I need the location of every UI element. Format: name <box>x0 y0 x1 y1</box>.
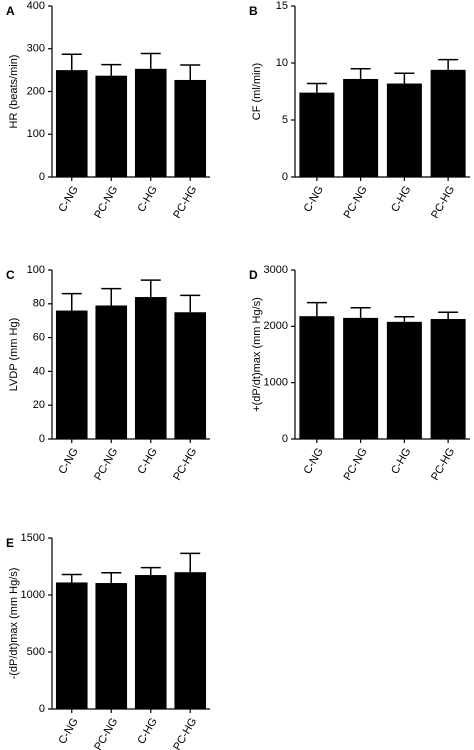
y-tick-label: 1500 <box>21 532 45 544</box>
panel-label: B <box>249 4 258 18</box>
bar <box>343 78 379 177</box>
y-axis-label: LVDP (mm Hg) <box>8 318 20 392</box>
x-tick-label: C-NG <box>56 716 80 746</box>
x-tick-label: PC-HG <box>429 446 457 483</box>
y-tick-label: 20 <box>33 399 45 411</box>
y-axis-label: -(dP/dt)max (mm Hg/s) <box>8 568 20 680</box>
x-tick-label: C-HG <box>389 184 413 214</box>
x-tick-label: C-NG <box>56 446 80 476</box>
bar <box>134 68 167 177</box>
panel-label: A <box>6 4 15 18</box>
panel-label: D <box>249 268 258 282</box>
bar <box>386 83 422 177</box>
bar <box>55 582 88 709</box>
y-tick-label: 2000 <box>264 320 288 332</box>
y-tick-label: 15 <box>276 0 288 12</box>
y-tick-label: 40 <box>33 365 45 377</box>
x-tick-label: PC-NG <box>342 184 370 221</box>
y-tick-label: 0 <box>282 171 288 183</box>
x-tick-label: C-NG <box>302 184 326 214</box>
y-tick-label: 80 <box>33 298 45 310</box>
bar <box>55 310 88 439</box>
x-tick-label: PC-HG <box>171 446 199 483</box>
x-tick-label: C-HG <box>135 716 159 746</box>
bar <box>174 79 207 177</box>
x-tick-label: PC-NG <box>92 184 120 221</box>
y-tick-label: 5 <box>282 114 288 126</box>
bar <box>134 297 167 439</box>
y-tick-label: 1000 <box>21 589 45 601</box>
y-tick-label: 0 <box>282 433 288 445</box>
bar <box>386 321 422 439</box>
y-tick-label: 200 <box>27 85 45 97</box>
x-tick-label: C-HG <box>135 184 159 214</box>
y-axis-label: HR (beats/min) <box>8 55 20 129</box>
x-tick-label: PC-HG <box>171 716 199 750</box>
y-tick-label: 500 <box>27 646 45 658</box>
x-tick-label: PC-NG <box>92 716 120 750</box>
x-tick-label: C-HG <box>389 446 413 476</box>
y-tick-label: 60 <box>33 332 45 344</box>
bar <box>174 572 207 709</box>
x-tick-label: C-NG <box>56 184 80 214</box>
x-tick-label: PC-NG <box>342 446 370 483</box>
y-axis-label: CF (ml/min) <box>251 63 263 120</box>
y-tick-label: 10 <box>276 57 288 69</box>
bar <box>430 319 466 439</box>
panel-label: E <box>6 536 14 550</box>
panel-label: C <box>6 268 15 282</box>
y-tick-label: 100 <box>27 128 45 140</box>
x-tick-label: C-HG <box>135 446 159 476</box>
y-tick-label: 0 <box>39 171 45 183</box>
bar <box>299 316 335 439</box>
bar <box>299 92 335 177</box>
y-tick-label: 300 <box>27 43 45 55</box>
y-tick-label: 3000 <box>264 264 288 276</box>
bar <box>343 317 379 439</box>
x-tick-label: PC-NG <box>92 446 120 483</box>
x-tick-label: PC-HG <box>429 184 457 221</box>
bar <box>95 583 128 709</box>
x-tick-label: PC-HG <box>171 184 199 221</box>
y-tick-label: 1000 <box>264 377 288 389</box>
y-tick-label: 400 <box>27 0 45 12</box>
bar <box>134 575 167 709</box>
bar <box>95 305 128 439</box>
bar <box>430 69 466 177</box>
y-tick-label: 100 <box>27 264 45 276</box>
bar <box>55 70 88 177</box>
x-tick-label: C-NG <box>302 446 326 476</box>
y-tick-label: 0 <box>39 703 45 715</box>
bar <box>174 312 207 439</box>
bar <box>95 75 128 177</box>
y-tick-label: 0 <box>39 433 45 445</box>
y-axis-label: +(dP/dt)max (mm Hg/s) <box>251 297 263 412</box>
